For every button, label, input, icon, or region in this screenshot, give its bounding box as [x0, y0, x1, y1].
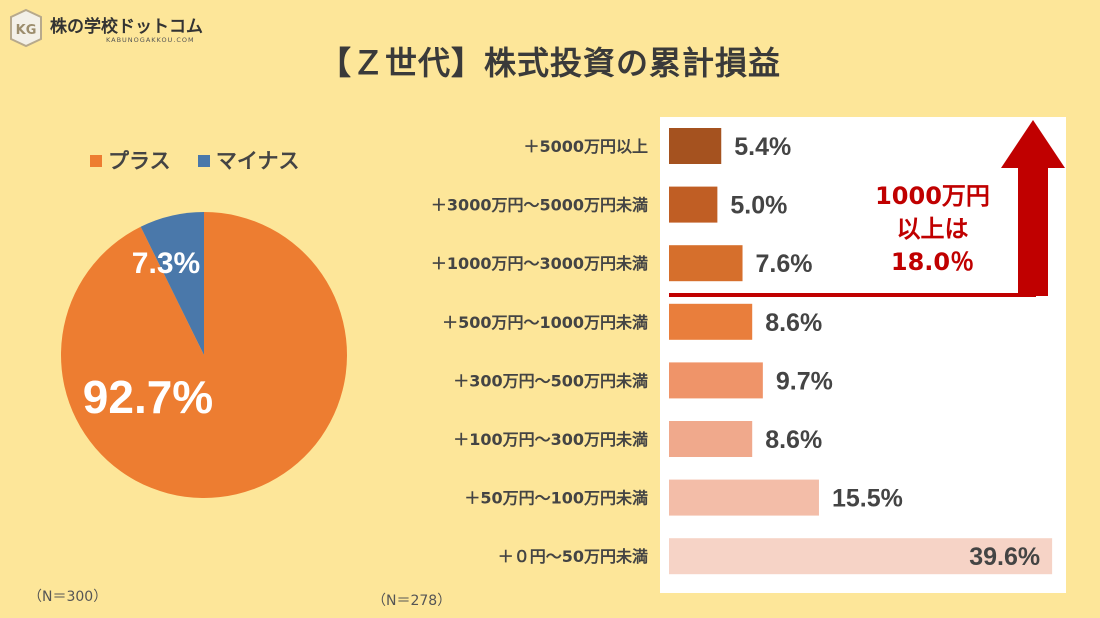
value-label-6: 15.5% [832, 485, 903, 513]
annotation-line-3: 18.0％ [890, 248, 975, 276]
category-label-5: ＋100万円～300万円未満 [453, 430, 648, 449]
pie-slice-1 [140, 212, 204, 355]
value-label-3: 8.6% [765, 309, 822, 337]
pie-sample-size: （N＝300） [28, 589, 108, 605]
category-label-1: ＋3000万円～5000万円未満 [431, 196, 648, 215]
legend-swatch-minus [197, 155, 210, 167]
arrow-shaft [1018, 166, 1048, 296]
bar-4 [669, 362, 763, 399]
logo-subtitle: KABUNOGAKKOU.COM [106, 36, 195, 44]
value-label-1: 5.0% [730, 192, 787, 220]
category-label-4: ＋300万円～500万円未満 [453, 371, 648, 390]
pie-label-1: 7.3% [132, 247, 200, 280]
bar-7 [669, 538, 1053, 575]
value-label-0: 5.4% [734, 133, 791, 161]
logo-badge-text: KG [16, 23, 37, 38]
category-label-7: ＋０円～50万円未満 [498, 547, 648, 566]
legend-item-plus: プラス [90, 145, 171, 175]
category-label-6: ＋50万円～100万円未満 [464, 489, 648, 508]
logo: KG 株の学校ドットコム KABUNOGAKKOU.COM [8, 8, 218, 52]
bar-6 [669, 479, 819, 516]
category-label-3: ＋500万円～1000万円未満 [442, 313, 648, 332]
pie-legend: プラス マイナス [90, 145, 320, 175]
value-label-2: 7.6% [756, 250, 813, 278]
value-label-7: 39.6% [969, 543, 1040, 571]
legend-swatch-plus [90, 155, 102, 167]
category-label-2: ＋1000万円～3000万円未満 [431, 254, 648, 273]
category-label-0: ＋5000万円以上 [523, 137, 648, 156]
legend-label-minus: マイナス [215, 149, 300, 173]
bar-3 [669, 303, 753, 340]
bar-1 [669, 186, 718, 223]
bar-5 [669, 421, 753, 457]
logo-name: 株の学校ドットコム [50, 17, 203, 37]
legend-label-plus: プラス [108, 149, 171, 173]
logo-badge-icon: KG [10, 8, 42, 48]
bar-2 [669, 245, 743, 282]
arrow-up-icon [1001, 120, 1065, 168]
bar-0 [669, 128, 722, 164]
pie-chart: 92.7% 7.3% [60, 212, 348, 498]
pie-label-0: 92.7% [83, 371, 213, 423]
annotation-line-1: 1000万円 [875, 182, 990, 210]
annotation-1000man: 1000万円 以上は 18.0％ [860, 180, 1005, 279]
chart-title: 【Ｚ世代】株式投資の累計損益 [318, 44, 781, 82]
value-label-5: 8.6% [765, 426, 822, 454]
annotation-line-2: 以上は [896, 215, 969, 243]
legend-item-minus: マイナス [197, 145, 300, 175]
value-label-4: 9.7% [776, 367, 833, 395]
bar-sample-size: （N＝278） [372, 593, 452, 609]
